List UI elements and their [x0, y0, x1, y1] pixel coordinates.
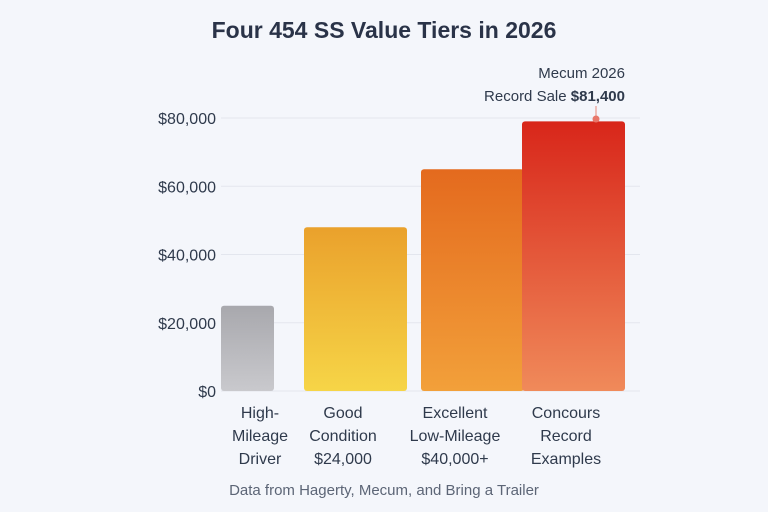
x-category-label: Concours Record Examples [531, 405, 601, 468]
x-axis-categories: High-Mileage Driver Good Condition $24,000 Ex… [232, 405, 601, 468]
bar [221, 305, 274, 391]
bar [304, 227, 407, 391]
y-tick-label: $40,000 [158, 248, 216, 265]
x-category-label: Good Condition $24,000 [309, 405, 377, 468]
bar [522, 121, 625, 391]
annotation-line-2-prefix: Record Sale [484, 88, 571, 105]
annotation-marker [592, 115, 600, 123]
annotation-line-1: Mecum 2026 [538, 65, 625, 82]
bar [421, 169, 524, 391]
chart-title: Four 454 SS Value Tiers in 2026 [211, 17, 557, 43]
x-category-label: Excellent Low-Mileage $40,000+ [410, 405, 501, 468]
y-tick-label: $0 [198, 384, 216, 401]
y-axis-ticks: $80,000 $60,000 $40,000 $20,000 $0 [158, 111, 216, 401]
y-tick-label: $20,000 [158, 316, 216, 333]
bars [221, 121, 625, 391]
record-sale-annotation: Mecum 2026 Record Sale $81,400 [484, 65, 625, 123]
annotation-line-2-value: $81,400 [571, 88, 625, 105]
chart-source-note: Data from Hagerty, Mecum, and Bring a Tr… [229, 482, 539, 499]
y-tick-label: $60,000 [158, 179, 216, 196]
y-tick-label: $80,000 [158, 111, 216, 128]
annotation-line-2: Record Sale $81,400 [484, 88, 625, 105]
x-category-label: High-Mileage Driver [232, 405, 288, 468]
